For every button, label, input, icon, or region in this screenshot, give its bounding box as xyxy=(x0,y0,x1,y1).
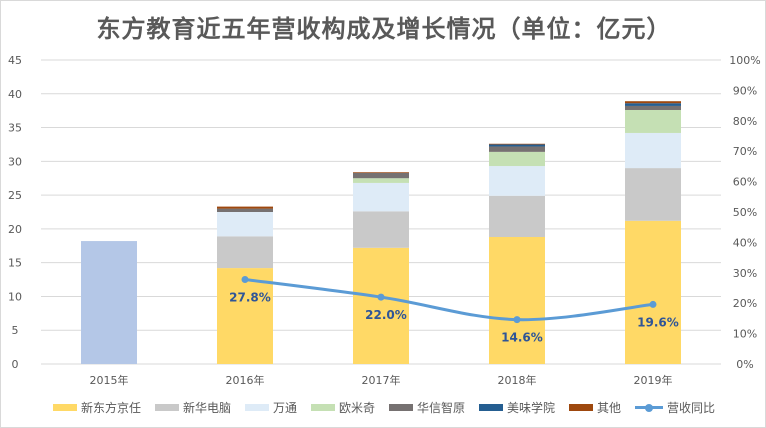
y-right-tick-label: 60% xyxy=(733,176,757,189)
bar-segment-新华电脑 xyxy=(489,195,545,237)
bar-segment-万通 xyxy=(217,212,273,237)
legend-label: 营收同比 xyxy=(667,401,716,415)
legend-swatch xyxy=(569,404,594,411)
legend-item: 万通 xyxy=(244,399,297,416)
y-left-tick-label: 10 xyxy=(8,290,22,303)
legend-item: 美味学院 xyxy=(479,399,555,416)
y-left-tick-label: 30 xyxy=(8,155,22,168)
bar-segment-其他 xyxy=(217,206,273,209)
x-tick-label: 2018年 xyxy=(498,373,537,387)
bar-segment-华信智原 xyxy=(625,105,681,110)
y-right-tick-label: 10% xyxy=(733,328,757,341)
legend-swatch xyxy=(479,404,504,411)
bar-segment-万通 xyxy=(353,182,409,212)
bar-segment-欧米奇 xyxy=(625,109,681,133)
y-left-tick-label: 35 xyxy=(8,122,22,135)
growth-point xyxy=(649,300,657,308)
growth-point xyxy=(513,316,521,324)
bar-segment-美味学院 xyxy=(625,103,681,106)
legend-label: 华信智原 xyxy=(417,401,466,415)
bar-segment-新东方京任 xyxy=(625,220,681,364)
growth-data-label: 14.6% xyxy=(501,331,543,345)
y-left-tick-label: 5 xyxy=(12,324,19,337)
legend-item: 华信智原 xyxy=(389,399,465,416)
legend-swatch xyxy=(310,404,335,411)
legend-item: 新华电脑 xyxy=(154,399,231,416)
legend-swatch xyxy=(389,404,413,411)
y-right-tick-label: 80% xyxy=(733,115,757,128)
bar-segment-新东方京任 xyxy=(489,236,545,364)
bar-segment-其他 xyxy=(625,101,681,104)
y-right-tick-label: 0% xyxy=(736,358,753,371)
y-left-tick-label: 45 xyxy=(8,54,22,67)
legend-item: 营收同比 xyxy=(635,399,715,416)
legend-item: 欧米奇 xyxy=(310,399,375,416)
y-left-tick-label: 15 xyxy=(8,257,22,270)
growth-line xyxy=(244,278,654,322)
x-tick-label: 2016年 xyxy=(226,373,265,387)
y-left-tick-label: 40 xyxy=(8,88,22,101)
bar-segment-新东方京任 xyxy=(217,268,273,364)
bar-segment-其他 xyxy=(489,143,545,145)
y-right-tick-label: 40% xyxy=(733,236,757,249)
chart-title: 东方教育近五年营收构成及增长情况（单位：亿元） xyxy=(96,15,672,43)
bar-segment-欧米奇 xyxy=(353,178,409,183)
legend-item: 其他 xyxy=(569,399,621,416)
growth-data-label: 22.0% xyxy=(365,308,407,322)
x-tick-label: 2017年 xyxy=(362,373,401,387)
x-tick-label: 2019年 xyxy=(634,373,673,387)
bar-segment-欧米奇 xyxy=(489,151,545,167)
bar-segment-华信智原 xyxy=(217,208,273,212)
bar-segment-华信智原 xyxy=(353,172,409,179)
y-left-tick-label: 25 xyxy=(8,189,22,202)
bar-segment-新东方京任 xyxy=(353,247,409,364)
y-right-tick-label: 20% xyxy=(733,297,757,310)
x-tick-label: 2015年 xyxy=(90,373,129,387)
bar-total-2015 xyxy=(81,241,137,364)
legend: 新东方京任 新华电脑 万通 欧米奇 华信智原 美味学院 其他 营收同比 xyxy=(1,399,765,416)
bar-segment-万通 xyxy=(489,166,545,196)
y-right-tick-label: 30% xyxy=(733,267,757,280)
bar-segment-新华电脑 xyxy=(353,211,409,248)
legend-swatch xyxy=(244,404,269,411)
growth-point xyxy=(241,275,249,283)
legend-item: 新东方京任 xyxy=(52,399,141,416)
bar-segment-新华电脑 xyxy=(625,168,681,221)
bar-segment-万通 xyxy=(625,132,681,169)
legend-line-marker xyxy=(635,403,664,412)
y-left-tick-label: 0 xyxy=(12,358,19,371)
y-right-tick-label: 70% xyxy=(733,145,757,158)
legend-label: 新华电脑 xyxy=(182,401,231,415)
legend-label: 欧米奇 xyxy=(338,401,375,415)
bar-segment-新华电脑 xyxy=(217,236,273,269)
legend-swatch xyxy=(52,404,77,411)
legend-swatch xyxy=(154,404,179,411)
legend-label: 美味学院 xyxy=(507,401,556,415)
legend-label: 万通 xyxy=(272,401,297,415)
growth-data-label: 27.8% xyxy=(229,290,271,304)
y-right-tick-label: 100% xyxy=(729,54,760,67)
y-right-tick-label: 90% xyxy=(733,84,757,97)
legend-label: 其他 xyxy=(597,401,622,415)
growth-data-label: 19.6% xyxy=(637,315,679,329)
bar-segment-美味学院 xyxy=(489,144,545,147)
y-left-tick-label: 20 xyxy=(8,223,22,236)
growth-point xyxy=(377,293,385,301)
legend-label: 新东方京任 xyxy=(80,401,141,415)
y-right-tick-label: 50% xyxy=(733,206,757,219)
bar-segment-其他 xyxy=(353,172,409,173)
bar-segment-华信智原 xyxy=(489,146,545,152)
